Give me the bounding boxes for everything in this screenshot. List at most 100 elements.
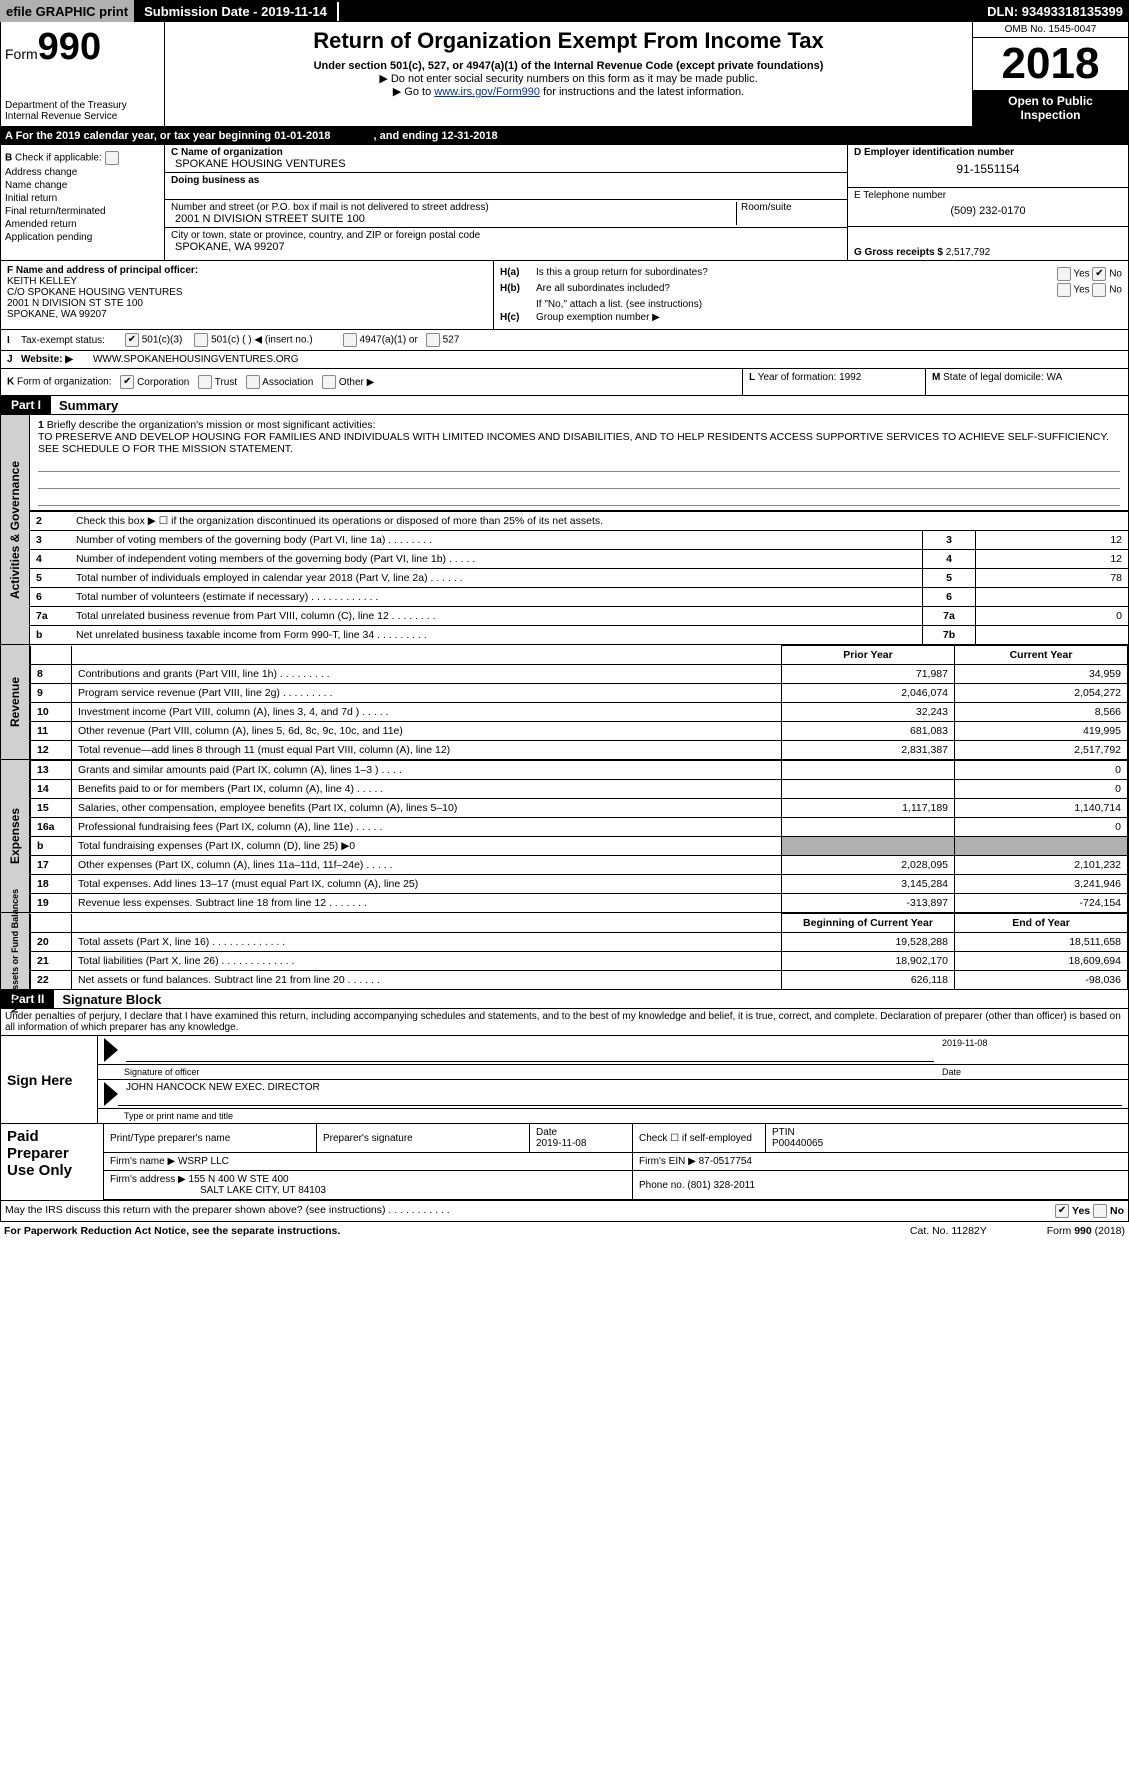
row-text: Benefits paid to or for members (Part IX… bbox=[72, 780, 782, 799]
line2-row: 2Check this box ▶ ☐ if the organization … bbox=[30, 512, 1128, 531]
table-row: 22Net assets or fund balances. Subtract … bbox=[31, 971, 1128, 990]
row-py: 1,117,189 bbox=[782, 799, 955, 818]
k-corp-checkbox[interactable]: ✔ bbox=[120, 375, 134, 389]
k-opt-trust: Trust bbox=[215, 377, 237, 388]
prep-sig-label: Preparer's signature bbox=[317, 1124, 530, 1153]
opt-amended: Amended return bbox=[5, 219, 160, 230]
row-py: -313,897 bbox=[782, 894, 955, 913]
row-num: 10 bbox=[31, 703, 72, 722]
row-num: 21 bbox=[31, 952, 72, 971]
m-text: State of legal domicile: bbox=[943, 372, 1046, 383]
dba-row: Doing business as bbox=[165, 173, 847, 200]
l-label: L bbox=[749, 372, 755, 383]
row-cy: 0 bbox=[955, 761, 1128, 780]
part1-title: Summary bbox=[51, 398, 126, 413]
i-4947-checkbox[interactable] bbox=[343, 333, 357, 347]
discuss-yes-checkbox[interactable]: ✔ bbox=[1055, 1204, 1069, 1218]
i-527-checkbox[interactable] bbox=[426, 333, 440, 347]
check-self-employed: Check ☐ if self-employed bbox=[633, 1124, 766, 1153]
row-num: 11 bbox=[31, 722, 72, 741]
discuss-no: No bbox=[1110, 1205, 1124, 1217]
row-py: 32,243 bbox=[782, 703, 955, 722]
row-a-ending: , and ending 12-31-2018 bbox=[374, 130, 498, 142]
ha-yes-checkbox[interactable] bbox=[1057, 267, 1071, 281]
row-text: Program service revenue (Part VIII, line… bbox=[72, 684, 782, 703]
row-box: 7a bbox=[923, 607, 976, 626]
checkbox-applicable[interactable] bbox=[105, 151, 119, 165]
table-row: 20Total assets (Part X, line 16) . . . .… bbox=[31, 933, 1128, 952]
tax-year: 2018 bbox=[973, 38, 1128, 90]
year-box: OMB No. 1545-0047 2018 Open to Public In… bbox=[972, 22, 1128, 126]
row-box: 3 bbox=[923, 531, 976, 550]
row-val bbox=[976, 588, 1129, 607]
k-other-checkbox[interactable] bbox=[322, 375, 336, 389]
netassets-header-row: Beginning of Current YearEnd of Year bbox=[31, 914, 1128, 933]
hc-text: Group exemption number ▶ bbox=[536, 312, 660, 323]
k-text: Form of organization: bbox=[17, 377, 112, 388]
hb-label: H(b) bbox=[500, 283, 536, 297]
row-cy: 2,517,792 bbox=[955, 741, 1128, 760]
table-row: 21Total liabilities (Part X, line 26) . … bbox=[31, 952, 1128, 971]
sig-type-label-line: Type or print name and title bbox=[98, 1109, 1128, 1123]
row-py bbox=[782, 818, 955, 837]
row-text: Grants and similar amounts paid (Part IX… bbox=[72, 761, 782, 780]
preparer-label: Paid Preparer Use Only bbox=[1, 1124, 104, 1200]
row-py: 681,083 bbox=[782, 722, 955, 741]
row-num: 7a bbox=[30, 607, 70, 626]
i-501c-checkbox[interactable] bbox=[194, 333, 208, 347]
row-cy: 2,101,232 bbox=[955, 856, 1128, 875]
signature-block: Under penalties of perjury, I declare th… bbox=[0, 1009, 1129, 1124]
i-501c3-checkbox[interactable]: ✔ bbox=[125, 333, 139, 347]
row-py: 71,987 bbox=[782, 665, 955, 684]
form-number: 990 bbox=[38, 26, 101, 68]
dln-label: DLN: bbox=[987, 4, 1022, 19]
ha-no-label: No bbox=[1109, 269, 1122, 280]
discuss-no-checkbox[interactable] bbox=[1093, 1204, 1107, 1218]
row-cy: 419,995 bbox=[955, 722, 1128, 741]
row-a-text: A For the 2019 calendar year, or tax yea… bbox=[5, 130, 330, 142]
firm-ein: 87-0517754 bbox=[699, 1156, 752, 1167]
hc-row: H(c) Group exemption number ▶ bbox=[500, 312, 1122, 323]
netassets-tab: Net Assets or Fund Balances bbox=[1, 913, 30, 989]
prep-row-3: Firm's address ▶ 155 N 400 W STE 400SALT… bbox=[104, 1171, 1128, 1200]
row-py: 18,902,170 bbox=[782, 952, 955, 971]
f-addr1: C/O SPOKANE HOUSING VENTURES bbox=[7, 287, 487, 298]
i-text: Tax-exempt status: bbox=[21, 335, 105, 346]
row-cy: 8,566 bbox=[955, 703, 1128, 722]
prior-year-header: Prior Year bbox=[782, 646, 955, 665]
f-addr2: 2001 N DIVISION ST STE 100 bbox=[7, 298, 487, 309]
table-row: 17Other expenses (Part IX, column (A), l… bbox=[31, 856, 1128, 875]
f-addr3: SPOKANE, WA 99207 bbox=[7, 309, 487, 320]
irs-link[interactable]: www.irs.gov/Form990 bbox=[434, 86, 540, 98]
ha-no-checkbox[interactable]: ✔ bbox=[1092, 267, 1106, 281]
k-assoc-checkbox[interactable] bbox=[246, 375, 260, 389]
arrow-icon bbox=[104, 1038, 118, 1062]
hb-yes-checkbox[interactable] bbox=[1057, 283, 1071, 297]
table-row: bTotal fundraising expenses (Part IX, co… bbox=[31, 837, 1128, 856]
b-label: B bbox=[5, 153, 12, 164]
note2: ▶ Go to www.irs.gov/Form990 for instruct… bbox=[169, 85, 968, 98]
dln: DLN: 93493318135399 bbox=[981, 2, 1129, 21]
k-trust-checkbox[interactable] bbox=[198, 375, 212, 389]
hb-no-checkbox[interactable] bbox=[1092, 283, 1106, 297]
preparer-block: Paid Preparer Use Only Print/Type prepar… bbox=[0, 1124, 1129, 1201]
discuss-row: May the IRS discuss this return with the… bbox=[0, 1201, 1129, 1222]
j-text: Website: ▶ bbox=[21, 354, 73, 365]
revenue-header-row: Prior YearCurrent Year bbox=[31, 646, 1128, 665]
ha-text: Is this a group return for subordinates? bbox=[536, 267, 1057, 281]
row-klm: K Form of organization: ✔ Corporation Tr… bbox=[0, 369, 1129, 396]
row-box: 6 bbox=[923, 588, 976, 607]
table-row: 15Salaries, other compensation, employee… bbox=[31, 799, 1128, 818]
table-row: 19Revenue less expenses. Subtract line 1… bbox=[31, 894, 1128, 913]
firm-name-label: Firm's name ▶ bbox=[110, 1156, 178, 1167]
line2-text: Check this box ▶ ☐ if the organization d… bbox=[70, 512, 1128, 531]
mission-block: 1 Briefly describe the organization's mi… bbox=[30, 415, 1128, 511]
row-text: Total number of individuals employed in … bbox=[70, 569, 923, 588]
mission-underline bbox=[38, 474, 1120, 489]
hb-yes-label: Yes bbox=[1073, 285, 1089, 296]
dln-value: 93493318135399 bbox=[1022, 4, 1123, 19]
row-num: 13 bbox=[31, 761, 72, 780]
preparer-right: Print/Type preparer's name Preparer's si… bbox=[104, 1124, 1128, 1200]
row-cy: -98,036 bbox=[955, 971, 1128, 990]
table-row: bNet unrelated business taxable income f… bbox=[30, 626, 1128, 645]
